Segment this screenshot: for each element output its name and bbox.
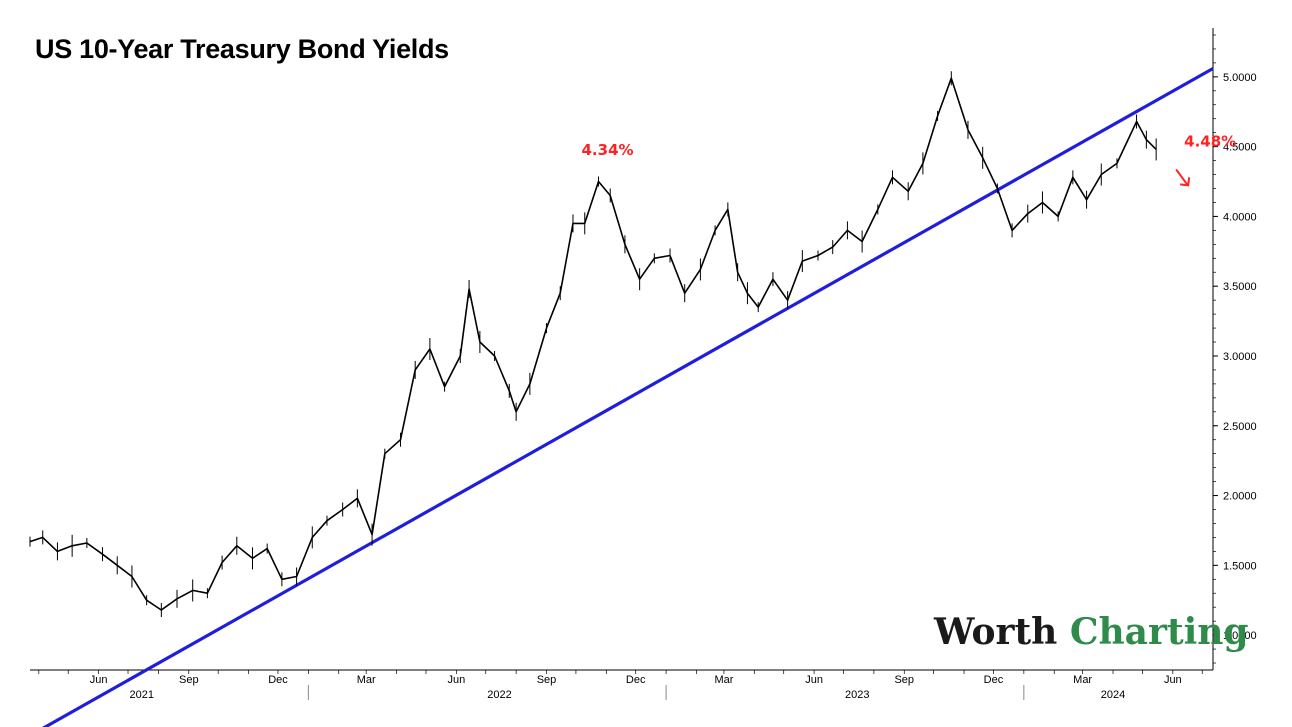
y-tick-label: 3.0000 [1223, 351, 1257, 363]
arrow-head [1180, 177, 1191, 187]
current-annotation: 4.48% [1184, 132, 1236, 150]
x-tick-label: Dec [268, 674, 288, 686]
x-tick-label: Jun [90, 674, 108, 686]
x-tick-label: Jun [1164, 674, 1182, 686]
axes: 1.0000 1.5000 2.0000 2.5000 3.0000 3.5000 4.00… [30, 28, 1257, 701]
x-tick-label: Sep [537, 674, 557, 686]
x-tick-label: Mar [1073, 674, 1092, 686]
watermark-logo: Worth Charting [934, 608, 1249, 656]
y-tick-label: 2.0000 [1223, 491, 1257, 503]
trendline [41, 67, 1214, 727]
x-tick-label: Jun [805, 674, 823, 686]
x-tick-label: Dec [984, 674, 1004, 686]
y-tick-label: 4.0000 [1223, 211, 1257, 223]
watermark-charting: Charting [1069, 611, 1249, 653]
y-tick-label: 1.5000 [1223, 560, 1257, 572]
x-tick-label: Jun [447, 674, 465, 686]
peak-annotation: 4.34% [582, 141, 634, 159]
y-tick-label: 2.5000 [1223, 421, 1257, 433]
year-label: 2023 [845, 689, 869, 701]
x-tick-label: Sep [179, 674, 199, 686]
arrow-down-icon [1175, 168, 1188, 186]
x-tick-label: Mar [714, 674, 733, 686]
y-tick-label: 3.5000 [1223, 281, 1257, 293]
y-tick-label: 4.5000 [1223, 142, 1257, 154]
y-tick-label: 5.0000 [1223, 72, 1257, 84]
trendline-group [41, 67, 1214, 727]
year-label: 2024 [1101, 689, 1125, 701]
year-label: 2022 [487, 689, 511, 701]
year-label: 2021 [129, 689, 153, 701]
x-tick-label: Mar [357, 674, 376, 686]
chart-title: US 10-Year Treasury Bond Yields [35, 34, 449, 64]
x-tick-label: Sep [894, 674, 914, 686]
series-group [29, 71, 1157, 617]
y-tick-label: 1.0000 [1223, 630, 1257, 642]
x-tick-label: Dec [626, 674, 646, 686]
yield-series-line [29, 77, 1157, 611]
watermark-worth: Worth [934, 611, 1058, 653]
annotations: 4.34% 4.48% [582, 132, 1236, 187]
